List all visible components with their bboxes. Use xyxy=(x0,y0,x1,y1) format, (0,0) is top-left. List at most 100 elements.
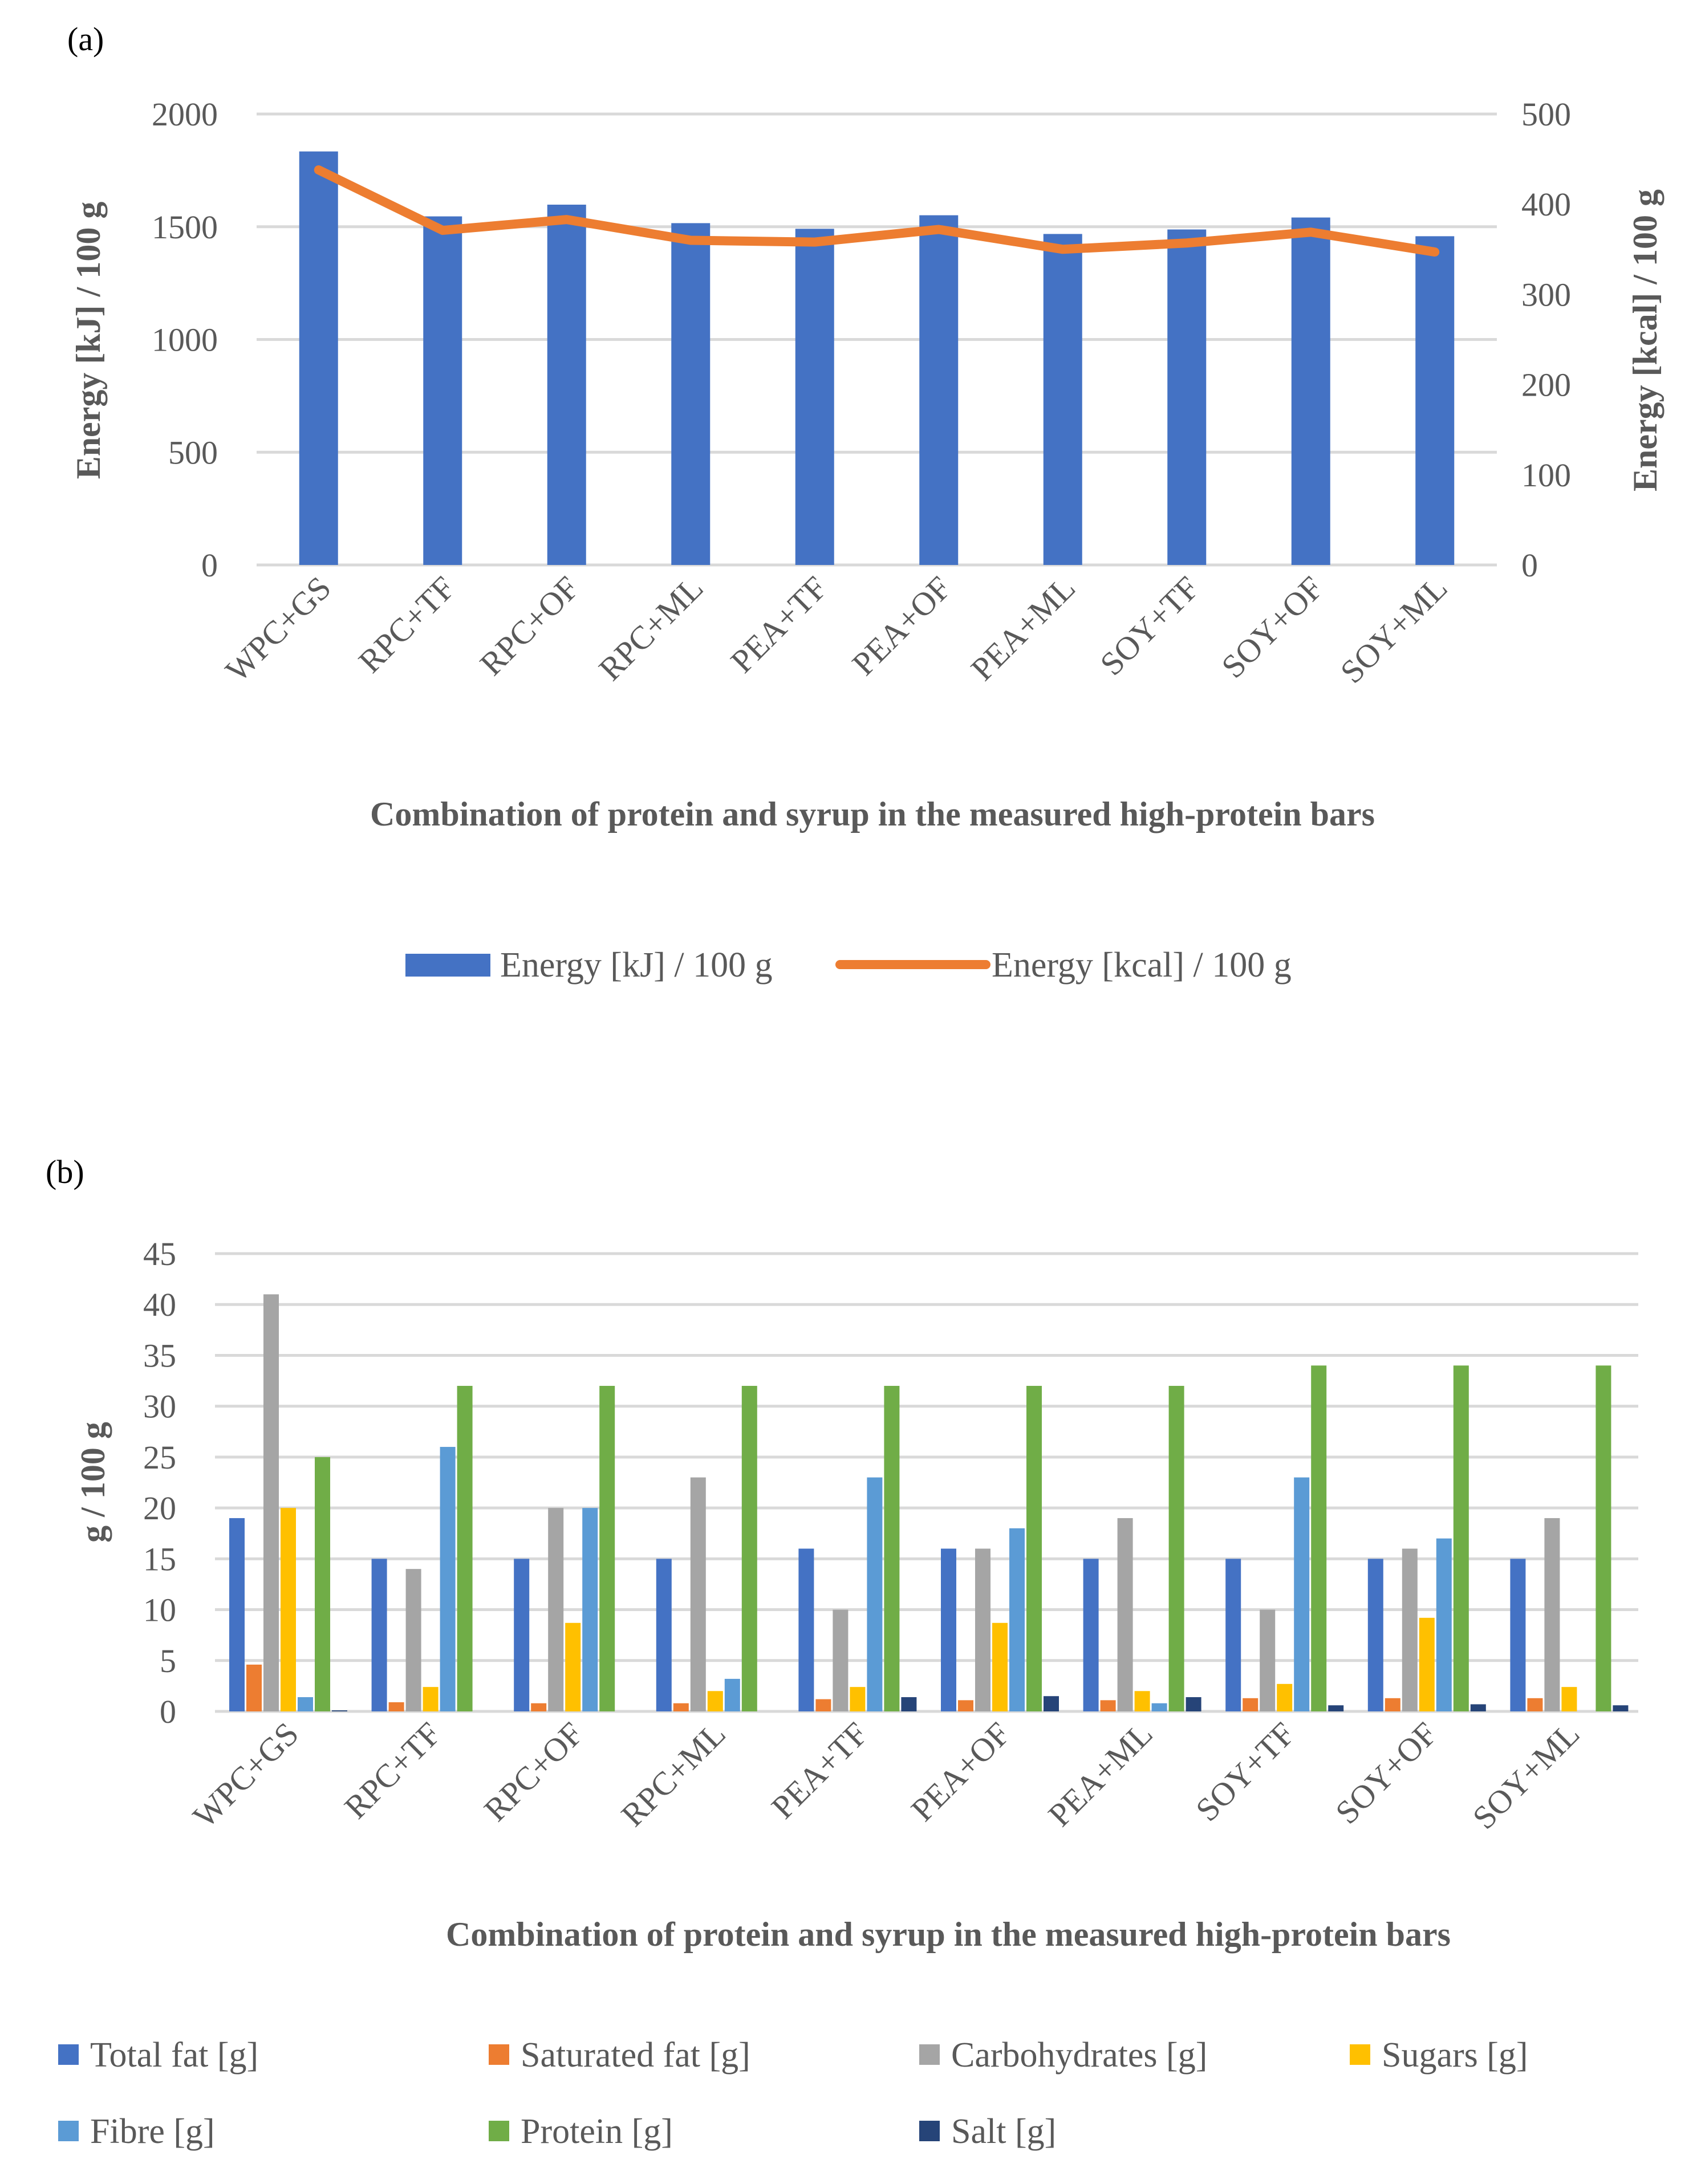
line-point-energy-kcal xyxy=(1186,242,1188,244)
bar-salt xyxy=(1613,1705,1629,1711)
legend-label-sugars: Sugars [g] xyxy=(1382,2036,1528,2075)
bar-total-fat xyxy=(229,1518,245,1711)
bar-saturated-fat xyxy=(1100,1700,1116,1711)
legend-swatch-protein xyxy=(489,2121,509,2141)
y-tick-label: 25 xyxy=(143,1439,176,1476)
bar-carbohydrates xyxy=(1260,1609,1276,1711)
bar-fibre xyxy=(724,1678,740,1711)
x-category-label: RPC+OF xyxy=(477,1715,590,1828)
bar-protein xyxy=(599,1385,615,1711)
line-point-energy-kcal xyxy=(1310,231,1312,233)
legend-label-fibre: Fibre [g] xyxy=(90,2112,215,2151)
bar-saturated-fat xyxy=(246,1664,262,1711)
y-tick-label: 2000 xyxy=(152,96,218,133)
bar-salt xyxy=(1186,1697,1201,1711)
legend-swatch-salt xyxy=(919,2121,940,2141)
bar-sugars xyxy=(1419,1617,1435,1711)
bar-fibre xyxy=(1294,1477,1310,1711)
bar-sugars xyxy=(1561,1687,1577,1711)
line-point-energy-kcal xyxy=(1434,251,1436,253)
x-category-label: RPC+ML xyxy=(591,569,710,688)
bar-saturated-fat xyxy=(958,1700,973,1711)
x-category-label: SOY+TF xyxy=(1188,1715,1302,1828)
legend-label-total-fat: Total fat [g] xyxy=(90,2036,258,2075)
bar-energy-kj xyxy=(1415,236,1455,566)
bar-carbohydrates xyxy=(263,1294,279,1711)
legend-label-carbohydrates: Carbohydrates [g] xyxy=(951,2036,1207,2075)
bar-energy-kj xyxy=(1291,217,1330,565)
y-tick-label: 1500 xyxy=(152,209,218,246)
y2-tick-label: 300 xyxy=(1521,276,1571,313)
bar-sugars xyxy=(992,1622,1008,1711)
bar-sugars xyxy=(1277,1683,1293,1711)
bar-salt xyxy=(901,1697,917,1711)
bar-saturated-fat xyxy=(1385,1698,1400,1711)
bar-carbohydrates xyxy=(405,1569,421,1711)
bar-total-fat xyxy=(1083,1559,1099,1711)
bar-protein xyxy=(457,1385,473,1711)
bar-fibre xyxy=(1151,1703,1167,1711)
y-tick-label: 0 xyxy=(160,1693,176,1730)
legend-label-protein: Protein [g] xyxy=(521,2112,673,2151)
x-category-label: PEA+TF xyxy=(724,569,834,680)
x-category-label: SOY+ML xyxy=(1333,569,1455,690)
x-category-label: RPC+ML xyxy=(614,1715,733,1833)
bar-total-fat xyxy=(514,1559,530,1711)
line-point-energy-kcal xyxy=(442,230,444,231)
bar-salt xyxy=(332,1710,347,1711)
line-point-energy-kcal xyxy=(938,229,940,230)
bar-carbohydrates xyxy=(690,1477,706,1711)
y-axis-title: Energy [kJ] / 100 g xyxy=(70,202,107,479)
bar-carbohydrates xyxy=(833,1609,849,1711)
legend-swatch-total-fat xyxy=(58,2044,79,2065)
x-category-label: PEA+OF xyxy=(904,1715,1017,1828)
bar-energy-kj xyxy=(1167,229,1207,566)
bar-total-fat xyxy=(798,1548,814,1711)
x-category-label: PEA+ML xyxy=(964,569,1082,688)
x-category-label: PEA+ML xyxy=(1041,1715,1160,1833)
line-point-energy-kcal xyxy=(318,169,319,171)
bar-carbohydrates xyxy=(1402,1548,1418,1711)
y-tick-label: 0 xyxy=(201,547,218,584)
line-energy-kcal xyxy=(314,165,1440,257)
x-category-label: PEA+OF xyxy=(845,569,958,682)
y-tick-label: 15 xyxy=(143,1540,176,1577)
bar-total-fat xyxy=(1225,1559,1241,1711)
bar-saturated-fat xyxy=(1527,1698,1543,1711)
bar-sugars xyxy=(1134,1691,1150,1711)
bar-energy-kj xyxy=(1043,234,1082,565)
bar-total-fat xyxy=(1367,1559,1383,1711)
bar-protein xyxy=(1596,1365,1611,1711)
legend-swatch-energy-kj xyxy=(405,954,490,977)
bar-protein xyxy=(741,1385,757,1711)
panel-label-b: (b) xyxy=(46,1153,84,1190)
bar-protein xyxy=(1026,1385,1042,1711)
x-category-label: PEA+TF xyxy=(764,1715,875,1825)
y2-tick-label: 0 xyxy=(1521,547,1538,584)
bar-energy-kj xyxy=(423,216,462,565)
y2-tick-label: 500 xyxy=(1521,96,1571,133)
bar-salt xyxy=(1044,1696,1059,1711)
bar-saturated-fat xyxy=(388,1702,404,1711)
bar-saturated-fat xyxy=(815,1699,831,1711)
bar-sugars xyxy=(707,1691,723,1711)
bar-carbohydrates xyxy=(1117,1518,1133,1711)
x-category-label: WPC+GS xyxy=(186,1715,306,1835)
bar-saturated-fat xyxy=(1243,1698,1259,1711)
x-category-label: RPC+OF xyxy=(473,569,586,682)
line-point-energy-kcal xyxy=(814,241,815,243)
bar-total-fat xyxy=(656,1559,672,1711)
bar-carbohydrates xyxy=(975,1548,990,1711)
bar-fibre xyxy=(867,1477,883,1711)
legend-label-energy-kj: Energy [kJ] / 100 g xyxy=(500,946,773,985)
bar-sugars xyxy=(565,1622,581,1711)
bar-sugars xyxy=(850,1687,866,1711)
y2-axis-title: Energy [kcal] / 100 g xyxy=(1626,189,1664,491)
bar-fibre xyxy=(1436,1538,1452,1711)
y-tick-label: 30 xyxy=(143,1388,176,1425)
legend-label-salt: Salt [g] xyxy=(951,2112,1056,2151)
y2-tick-label: 200 xyxy=(1521,367,1571,404)
legend-swatch-carbohydrates xyxy=(919,2044,940,2065)
